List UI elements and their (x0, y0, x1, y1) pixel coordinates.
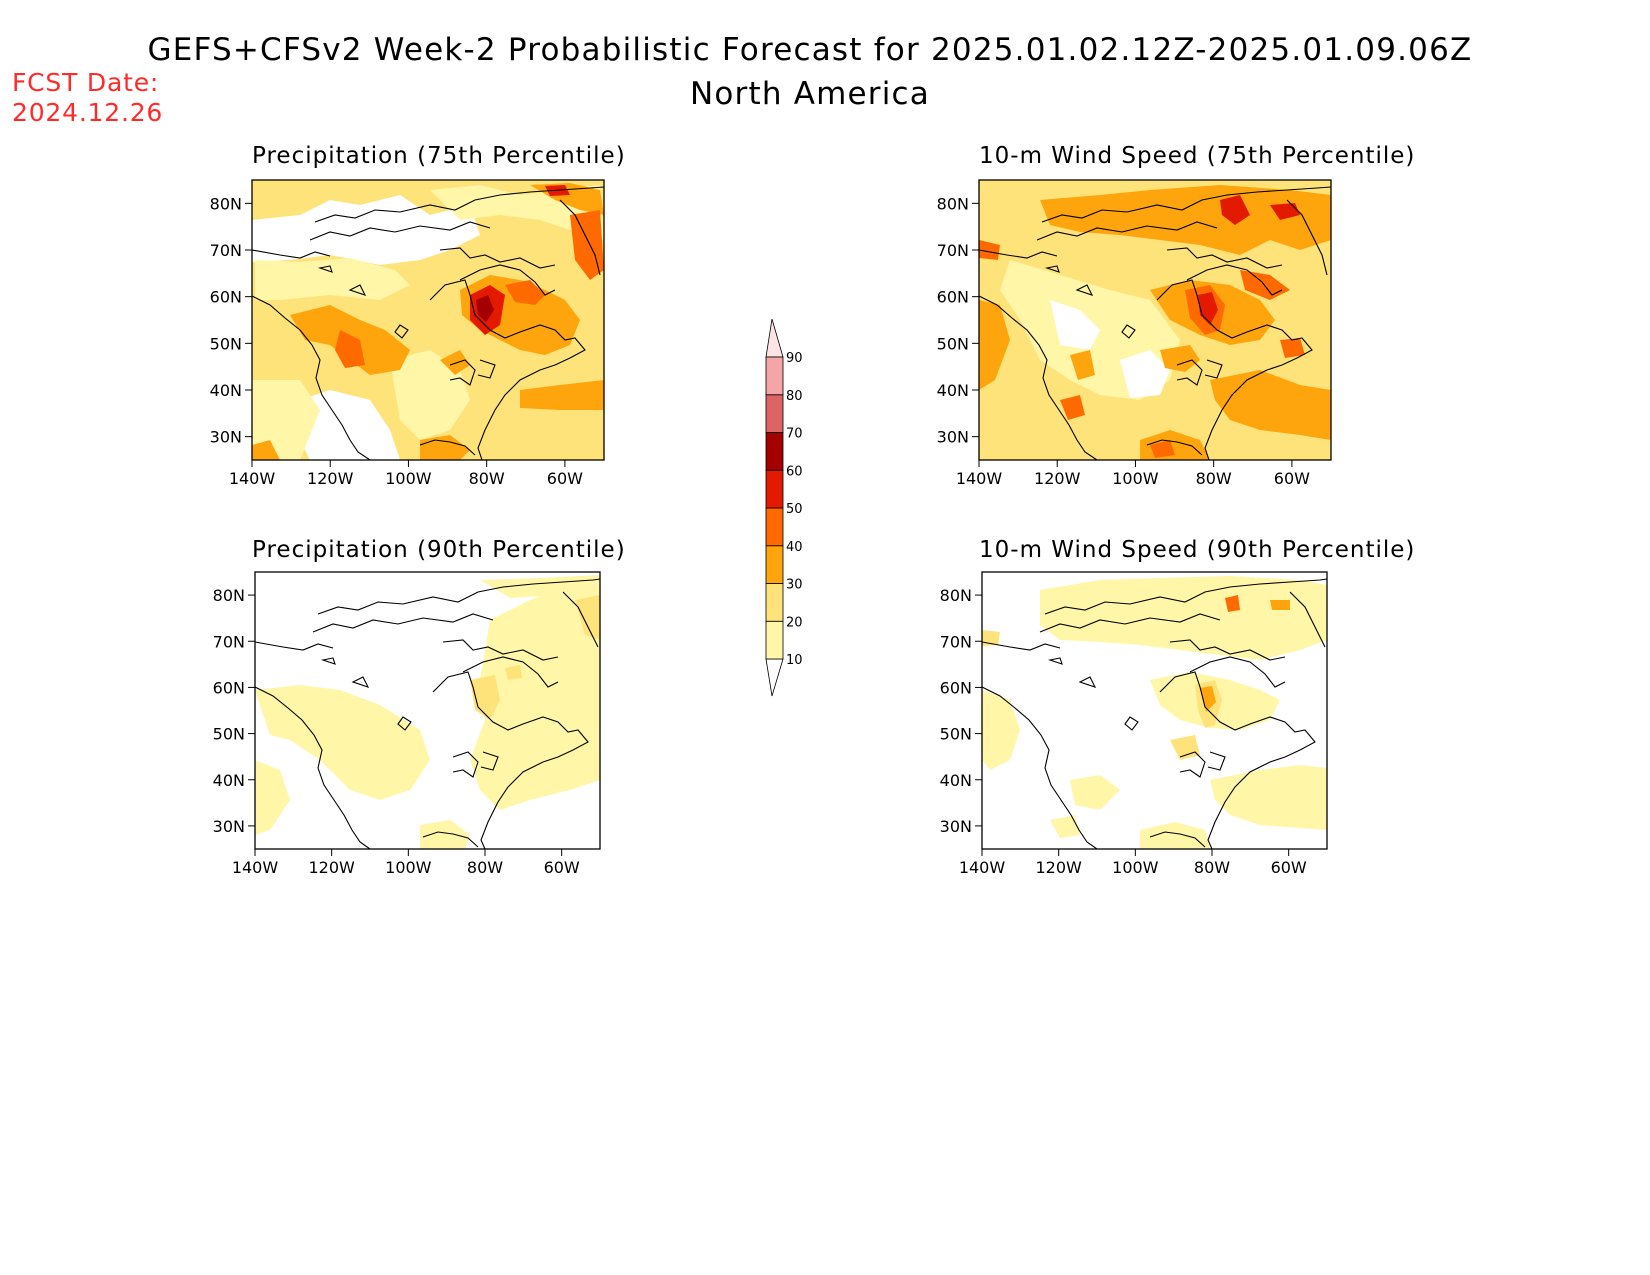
region-subtitle: North America (689, 76, 931, 112)
panel-title-precip-75: Precipitation (75th Percentile) (252, 143, 626, 169)
lon-tick-label: 60W (1271, 858, 1307, 877)
lon-tick-label: 80W (1194, 858, 1230, 877)
lon-tick-label: 140W (956, 469, 1003, 488)
lon-tick-label: 100W (1112, 469, 1159, 488)
lat-tick-label: 70N (213, 632, 245, 651)
lat-tick-label: 30N (213, 817, 245, 836)
lon-tick-label: 140W (229, 469, 276, 488)
map-precip-90 (254, 571, 601, 850)
lat-tick-label: 40N (213, 771, 245, 790)
colorbar-label: 70 (786, 427, 803, 442)
precip-90-shading (255, 572, 600, 849)
precip-75-shading (252, 180, 604, 460)
lat-tick-label: 80N (210, 194, 242, 213)
lon-tick-label: 100W (385, 858, 432, 877)
lat-tick-label: 40N (937, 381, 969, 400)
lat-tick-label: 70N (210, 241, 242, 260)
colorbar-label: 20 (786, 615, 803, 630)
lat-tick-label: 30N (940, 817, 972, 836)
map-wind-75 (978, 179, 1332, 461)
wind-75-coastlines (979, 186, 1331, 460)
colorbar-label: 40 (786, 540, 803, 555)
wind-75-frame (978, 179, 1332, 461)
lat-tick-label: 50N (940, 725, 972, 744)
lon-tick-label: 120W (1035, 858, 1082, 877)
colorbar-swatch (765, 394, 784, 433)
colorbar-label: 80 (786, 389, 803, 404)
colorbar-high-extension (765, 318, 784, 358)
lat-tick-label: 50N (210, 334, 242, 353)
colorbar-label: 30 (786, 578, 803, 593)
precip-75-coastlines (252, 186, 604, 460)
lon-tick-label: 120W (308, 858, 355, 877)
colorbar-swatch (765, 432, 784, 471)
wind-90-coastlines (982, 578, 1327, 849)
lat-tick-label: 30N (937, 428, 969, 447)
lon-tick-label: 80W (1196, 469, 1232, 488)
map-wind-90 (981, 571, 1328, 850)
wind-90-shading (982, 572, 1327, 849)
lat-tick-label: 40N (940, 771, 972, 790)
colorbar-swatch (765, 583, 784, 622)
lat-tick-label: 30N (210, 428, 242, 447)
lat-tick-label: 60N (213, 678, 245, 697)
axis-labels: 80N 70N 60N 50N 40N 30N 140W 120W 100W 80W 60W 80N 7… (210, 194, 1310, 877)
lon-tick-label: 120W (307, 469, 354, 488)
wind-75-shading (979, 180, 1331, 460)
colorbar-label: 60 (786, 464, 803, 479)
colorbar-swatch (765, 356, 784, 396)
lon-tick-label: 60W (544, 858, 580, 877)
precip-75-frame (251, 179, 605, 461)
lon-tick-label: 140W (959, 858, 1006, 877)
colorbar-low-extension (765, 658, 784, 697)
lat-tick-label: 60N (940, 678, 972, 697)
precip-90-coastlines (255, 578, 600, 849)
lat-tick-label: 50N (213, 725, 245, 744)
colorbar-swatch (765, 545, 784, 584)
main-title: GEFS+CFSv2 Week-2 Probabilistic Forecast… (147, 32, 1473, 68)
colorbar-label: 90 (786, 351, 803, 366)
colorbar-label: 10 (786, 653, 803, 668)
wind-90-frame (981, 571, 1328, 850)
fcst-date-value: 2024.12.26 (12, 98, 164, 127)
map-precip-75 (251, 179, 605, 461)
lat-tick-label: 60N (937, 288, 969, 307)
lon-tick-label: 80W (467, 858, 503, 877)
colorbar-swatch (765, 507, 784, 547)
lat-tick-label: 50N (937, 334, 969, 353)
lat-tick-label: 80N (940, 586, 972, 605)
fcst-date-label: FCST Date: (12, 68, 160, 97)
lon-tick-label: 120W (1034, 469, 1081, 488)
colorbar-swatch (765, 469, 784, 509)
panel-title-precip-90: Precipitation (90th Percentile) (252, 537, 626, 563)
lon-tick-label: 80W (469, 469, 505, 488)
colorbar: 10 20 30 40 50 60 70 80 90 (765, 318, 803, 697)
lat-tick-label: 80N (213, 586, 245, 605)
colorbar-swatch (765, 620, 784, 660)
lon-tick-label: 60W (1274, 469, 1310, 488)
lat-tick-label: 60N (210, 288, 242, 307)
lon-tick-label: 100W (1112, 858, 1159, 877)
lat-tick-label: 70N (940, 632, 972, 651)
lat-tick-label: 40N (210, 381, 242, 400)
lat-tick-label: 70N (937, 241, 969, 260)
precip-90-frame (254, 571, 601, 850)
colorbar-label: 50 (786, 502, 803, 517)
lon-tick-label: 140W (232, 858, 279, 877)
lon-tick-label: 100W (385, 469, 432, 488)
lat-tick-label: 80N (937, 194, 969, 213)
lon-tick-label: 60W (547, 469, 583, 488)
